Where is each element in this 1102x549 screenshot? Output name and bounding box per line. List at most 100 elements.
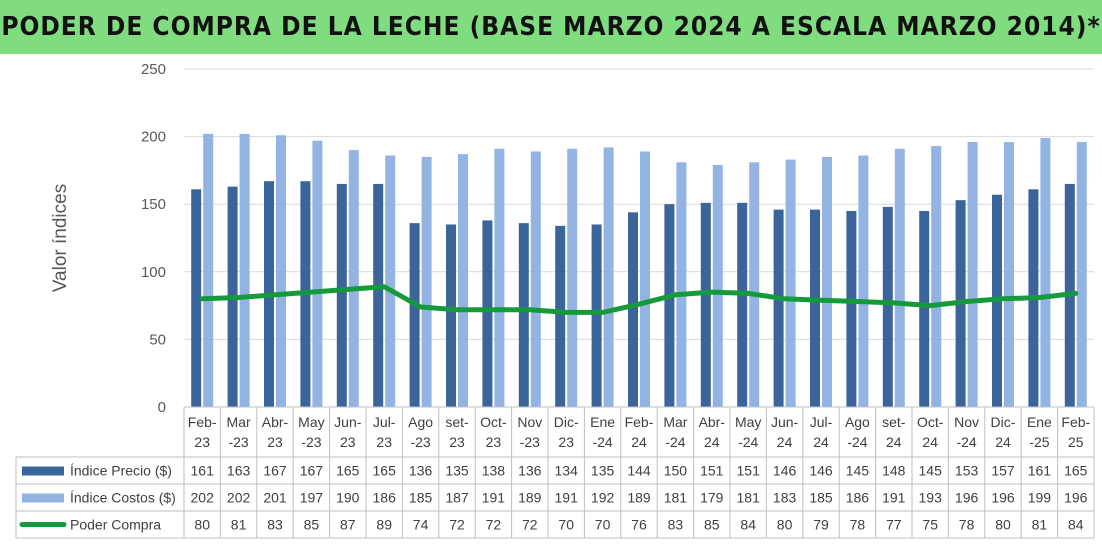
x-tick-label: 23 xyxy=(486,434,502,450)
table-value: 80 xyxy=(777,517,793,533)
chart: 0 50 100 150 200 250 Valor índices Feb- 23 Mar -23… xyxy=(15,61,1095,539)
x-tick-label: 24 xyxy=(813,434,829,450)
x-tick-label: Feb- xyxy=(625,414,654,430)
y-tick-label: 200 xyxy=(141,129,166,146)
table-value: 78 xyxy=(959,517,975,533)
table-value: 80 xyxy=(995,517,1011,533)
bar-precio xyxy=(518,223,529,407)
table-value: 151 xyxy=(737,463,761,479)
table-value: 187 xyxy=(445,490,469,506)
x-tick-label: Ene xyxy=(590,414,615,430)
table-value: 79 xyxy=(813,517,829,533)
x-tick-label: 23 xyxy=(267,434,283,450)
bar-precio xyxy=(919,210,930,407)
table-value: 199 xyxy=(1028,490,1052,506)
table-value: 85 xyxy=(304,517,320,533)
bar-precio xyxy=(700,202,711,407)
table-value: 145 xyxy=(846,463,870,479)
table-value: 136 xyxy=(518,463,542,479)
table-value: 81 xyxy=(1032,517,1048,533)
x-tick-label: -23 xyxy=(301,434,321,450)
x-tick-label: -23 xyxy=(410,434,430,450)
chart-title: PODER DE COMPRA DE LA LECHE (BASE MARZO … xyxy=(1,12,1101,42)
x-tick-label: 25 xyxy=(1068,434,1084,450)
y-tick-label: 100 xyxy=(141,264,166,281)
x-tick-label: 24 xyxy=(631,434,647,450)
table-value: 136 xyxy=(409,463,433,479)
x-tick-label: Oct- xyxy=(480,414,507,430)
x-tick-label: -24 xyxy=(665,434,685,450)
x-tick-label: Ago xyxy=(408,414,433,430)
table-value: 72 xyxy=(449,517,465,533)
table-value: 196 xyxy=(991,490,1015,506)
bar-precio xyxy=(591,224,602,407)
table-value: 189 xyxy=(627,490,651,506)
table-value: 189 xyxy=(518,490,542,506)
x-tick-label: 24 xyxy=(886,434,902,450)
legend-label: Poder Compra xyxy=(70,517,161,533)
table-value: 135 xyxy=(445,463,469,479)
table-value: 181 xyxy=(664,490,688,506)
table-value: 165 xyxy=(373,463,397,479)
table-value: 144 xyxy=(627,463,651,479)
bar-costos xyxy=(348,150,359,407)
x-tick-label: -24 xyxy=(956,434,976,450)
bar-costos xyxy=(1004,142,1014,407)
table-value: 197 xyxy=(300,490,324,506)
legend-key xyxy=(22,493,64,503)
x-tick-label: Mar xyxy=(227,414,251,430)
table-value: 70 xyxy=(595,517,611,533)
table-value: 190 xyxy=(336,490,360,506)
bar-costos xyxy=(640,151,650,407)
table-value: 76 xyxy=(631,517,647,533)
table-value: 183 xyxy=(773,490,797,506)
table-value: 192 xyxy=(591,490,615,506)
bar-costos xyxy=(1076,142,1087,407)
x-tick-label: Nov xyxy=(517,414,542,430)
table-value: 185 xyxy=(409,490,433,506)
table-value: 196 xyxy=(955,490,979,506)
bar-costos xyxy=(676,162,687,407)
table-value: 84 xyxy=(740,517,756,533)
x-tick-label: Jun- xyxy=(771,414,799,430)
x-tick-label: Abr- xyxy=(262,414,289,430)
bar-costos xyxy=(749,162,760,407)
bar-costos xyxy=(530,151,541,407)
table-value: 157 xyxy=(991,463,1015,479)
bar-precio xyxy=(737,202,748,407)
x-tick-label: Nov xyxy=(954,414,979,430)
bar-precio xyxy=(373,183,384,407)
table-value: 165 xyxy=(1064,463,1088,479)
x-tick-label: -24 xyxy=(592,434,612,450)
bar-precio xyxy=(482,220,493,407)
bar-costos xyxy=(203,133,214,407)
table-value: 167 xyxy=(263,463,287,479)
x-tick-label: 23 xyxy=(449,434,465,450)
bar-precio xyxy=(810,209,820,407)
table-value: 138 xyxy=(482,463,506,479)
table-value: 151 xyxy=(700,463,724,479)
x-tick-label: Dic- xyxy=(554,414,579,430)
table-value: 191 xyxy=(555,490,579,506)
bar-costos xyxy=(1040,137,1051,407)
table-value: 161 xyxy=(1028,463,1052,479)
x-tick-label: May xyxy=(298,414,324,430)
table-value: 186 xyxy=(846,490,870,506)
bar-costos xyxy=(458,154,468,407)
table-value: 191 xyxy=(482,490,506,506)
table-value: 85 xyxy=(704,517,720,533)
x-tick-label: May xyxy=(735,414,761,430)
x-tick-label: set- xyxy=(445,414,469,430)
y-tick-label: 0 xyxy=(158,399,166,416)
x-tick-label: Dic- xyxy=(991,414,1016,430)
table-value: 185 xyxy=(809,490,833,506)
table-value: 74 xyxy=(413,517,429,533)
bar-costos xyxy=(822,156,832,407)
x-tick-label: 23 xyxy=(194,434,210,450)
bar-precio xyxy=(882,206,893,407)
x-tick-label: -24 xyxy=(847,434,867,450)
bar-costos xyxy=(385,155,396,407)
bar-precio xyxy=(446,224,456,407)
bar-costos xyxy=(603,147,614,407)
x-tick-label: Jun- xyxy=(334,414,362,430)
